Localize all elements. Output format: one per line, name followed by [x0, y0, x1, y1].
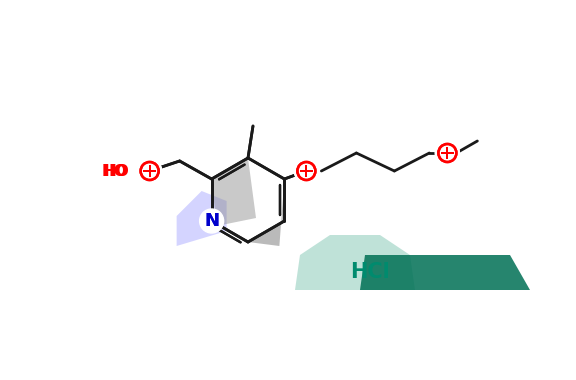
Circle shape — [294, 159, 319, 183]
Polygon shape — [295, 235, 415, 290]
Circle shape — [435, 141, 460, 165]
Polygon shape — [211, 158, 256, 226]
Polygon shape — [360, 255, 530, 290]
Circle shape — [294, 159, 319, 183]
Text: N: N — [204, 212, 219, 230]
Text: HO: HO — [104, 163, 130, 179]
Text: HO: HO — [102, 163, 128, 179]
Circle shape — [138, 159, 162, 183]
Text: HCl: HCl — [350, 262, 390, 282]
Polygon shape — [248, 179, 285, 246]
Text: N: N — [204, 212, 219, 230]
Circle shape — [138, 159, 162, 183]
Circle shape — [200, 209, 223, 233]
Polygon shape — [177, 191, 226, 246]
Circle shape — [200, 210, 223, 232]
Circle shape — [435, 141, 460, 165]
